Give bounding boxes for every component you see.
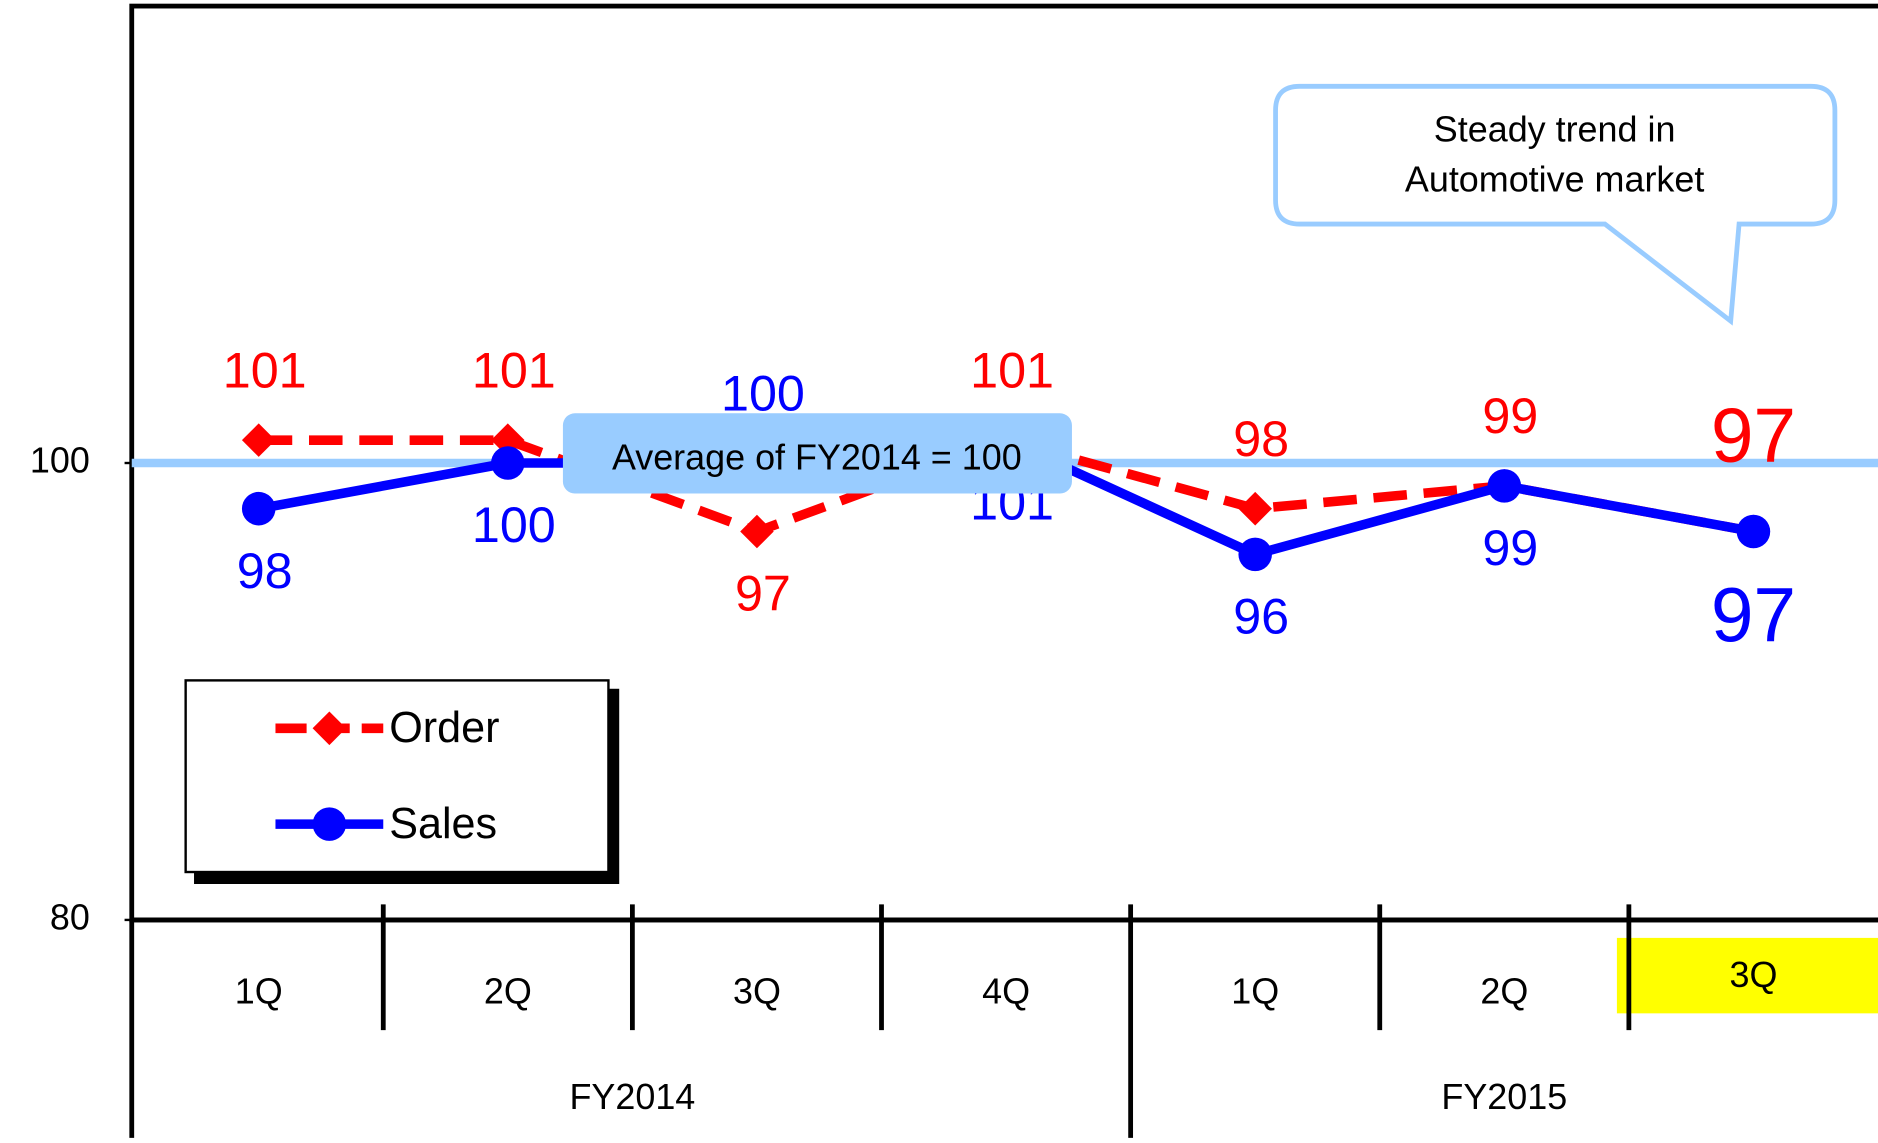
x-tick-label: 1Q [235, 971, 283, 1012]
point [1238, 537, 1272, 572]
data-label: 100 [472, 496, 556, 553]
x-tick-label: 3Q [733, 971, 781, 1012]
data-label: 99 [1482, 519, 1538, 576]
point [241, 423, 276, 457]
y-tick-label: 100 [30, 439, 90, 480]
data-label: 97 [735, 565, 791, 622]
legend-label: Sales [389, 800, 497, 848]
data-label: 97 [1711, 574, 1796, 659]
data-label: 98 [237, 542, 293, 599]
reference-label: Average of FY2014 = 100 [612, 436, 1022, 477]
data-label: 100 [721, 364, 805, 421]
data-label: 101 [223, 342, 307, 399]
callout-text: Steady trend in [1434, 108, 1676, 149]
group-label: FY2015 [1441, 1076, 1567, 1117]
reference-label-box [562, 413, 1072, 494]
x-tick-label: 2Q [1480, 971, 1528, 1012]
x-tick-label: 1Q [1231, 971, 1279, 1012]
legend-marker [312, 807, 347, 841]
x-tick-label: 2Q [484, 971, 532, 1012]
point [1487, 469, 1522, 503]
category-highlight [1616, 937, 1878, 1014]
callout-text: Automotive market [1405, 159, 1704, 200]
y-tick-label: 80 [50, 896, 90, 937]
data-label: 101 [970, 342, 1054, 399]
legend-box [184, 679, 610, 874]
point [241, 491, 276, 526]
data-label: 96 [1233, 588, 1289, 645]
data-label: 101 [472, 342, 556, 399]
x-tick-label: 4Q [982, 971, 1030, 1012]
point [491, 446, 525, 480]
group-label: FY2014 [569, 1076, 695, 1117]
legend-label: Order [389, 704, 499, 752]
data-label: 97 [1711, 394, 1796, 479]
callout-box [1273, 83, 1838, 326]
legend-marker [312, 711, 347, 746]
point [1736, 514, 1771, 549]
data-label: 99 [1482, 387, 1538, 444]
x-tick-label: 3Q [1729, 954, 1777, 995]
data-label: 98 [1233, 410, 1289, 467]
